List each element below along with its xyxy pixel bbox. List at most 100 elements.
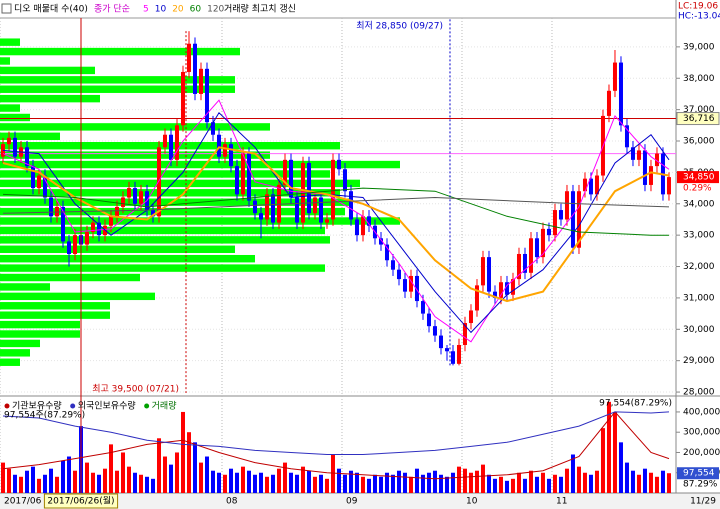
candle-body <box>180 71 185 126</box>
legend-entry: 10 <box>155 5 167 15</box>
cursor-label-box <box>43 493 119 509</box>
candle-body <box>630 147 635 160</box>
candle-body <box>222 144 227 157</box>
volume-bar <box>546 478 551 493</box>
lc-label: LC:19.06 <box>678 2 718 12</box>
profile-bar <box>0 85 235 93</box>
candle-body <box>192 43 197 94</box>
candle-body <box>258 213 263 220</box>
profile-bar <box>0 113 30 122</box>
volume-bar <box>312 476 317 493</box>
line <box>2 411 670 480</box>
volume-bar <box>222 474 227 493</box>
y-tick-label: 28,000 <box>683 388 715 398</box>
volume-bar <box>378 476 383 493</box>
volume-bar <box>624 462 629 493</box>
volume-bar <box>54 476 59 493</box>
volume-bar <box>156 438 161 493</box>
volume-bar <box>354 472 359 493</box>
line <box>2 196 670 214</box>
volume-bar <box>654 476 659 493</box>
candle-body <box>198 68 203 94</box>
toolbar-icon[interactable] <box>1 3 12 14</box>
candle-body <box>516 253 521 280</box>
candle-body <box>84 232 89 245</box>
candle-body <box>360 216 365 236</box>
legend-entry: 20 <box>172 5 184 15</box>
candle-body <box>468 310 473 324</box>
volume-bar <box>288 472 293 493</box>
annotation: 최저 28,850 (09/27) <box>356 21 443 32</box>
volume-bar <box>120 452 125 493</box>
volume-bar <box>318 474 323 493</box>
price-label: 36,716 <box>683 114 715 124</box>
candle-body <box>414 275 419 302</box>
volume-bar <box>336 468 341 493</box>
candle-body <box>246 153 251 201</box>
volume-bar <box>234 472 239 493</box>
candle-body <box>324 219 329 223</box>
candle-body <box>582 178 587 192</box>
y-tick-label: 31,000 <box>683 293 715 303</box>
candle-body <box>438 335 443 349</box>
profile-bar <box>0 349 30 357</box>
volume-bar <box>0 462 5 493</box>
cursor-label: 2017/06/26(월) <box>47 495 114 507</box>
y-tick-label: 33,000 <box>683 231 715 241</box>
candle-body <box>42 175 47 198</box>
profile-bar <box>0 189 340 197</box>
profile-bar <box>0 76 235 84</box>
profile-bar <box>0 273 140 282</box>
volume-bar <box>114 470 119 493</box>
volume-bar <box>390 474 395 493</box>
volume-bar <box>642 468 647 493</box>
volume-bar <box>402 472 407 493</box>
volume-bar <box>480 464 485 493</box>
last-ratio-label: 87.29% <box>683 480 718 490</box>
hlines <box>0 118 676 155</box>
volume-bar <box>258 472 263 493</box>
y-tick-label: 32,000 <box>683 262 715 272</box>
profile-bar <box>0 254 255 263</box>
volume-bar <box>192 442 197 493</box>
moving-averages <box>2 99 670 343</box>
candles <box>0 31 671 366</box>
candle-body <box>90 222 95 233</box>
volume-bar <box>540 472 545 493</box>
candle-body <box>558 210 563 220</box>
volume-bar <box>450 472 455 493</box>
line <box>2 411 670 455</box>
candle-body <box>420 301 425 314</box>
candle-body <box>252 200 257 214</box>
volume-bar <box>198 462 203 493</box>
candle-body <box>168 134 173 160</box>
volume-bar <box>42 474 47 493</box>
x-tick-label: 09 <box>346 497 358 507</box>
volume-bar <box>630 470 635 493</box>
volume-bar <box>504 480 509 493</box>
profile-bar <box>0 245 235 253</box>
profile-bar <box>0 170 330 178</box>
volume-bar <box>468 472 473 493</box>
price-label-box <box>676 112 720 126</box>
legend-marker <box>144 403 150 409</box>
indicator-title: 디오 매물대 수(40) <box>14 4 88 15</box>
volume-bar <box>396 470 401 493</box>
profile-bar <box>0 132 60 141</box>
volume-bar <box>576 466 581 493</box>
candle-body <box>378 238 383 245</box>
profile-bar <box>0 339 40 348</box>
volume-bar <box>522 478 527 493</box>
candle-body <box>486 257 491 292</box>
candle-body <box>270 194 275 223</box>
candle-body <box>66 241 71 254</box>
profile-bar <box>0 38 20 46</box>
candle-body <box>648 166 653 185</box>
candle-body <box>24 147 29 167</box>
candle-body <box>60 206 65 242</box>
volume-bar <box>324 478 329 493</box>
profile-bar <box>0 207 345 216</box>
volume-bar <box>588 474 593 493</box>
